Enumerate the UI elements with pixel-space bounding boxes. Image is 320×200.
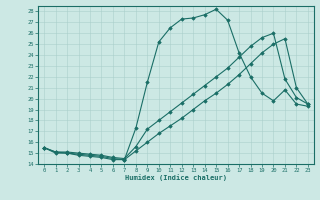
X-axis label: Humidex (Indice chaleur): Humidex (Indice chaleur) xyxy=(125,175,227,181)
